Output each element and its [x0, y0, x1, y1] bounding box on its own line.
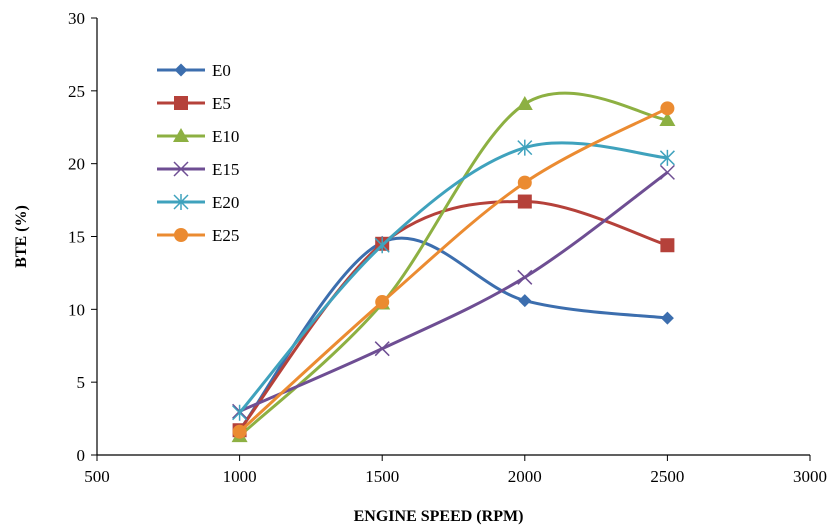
x-axis-title: ENGINE SPEED (RPM) — [354, 508, 524, 525]
data-point-e15 — [374, 341, 390, 357]
legend-item-e0: E0 — [157, 61, 231, 80]
x-tick-label: 1000 — [223, 467, 257, 486]
y-tick-label: 10 — [68, 300, 85, 319]
data-point-e25 — [375, 295, 390, 310]
y-tick-label: 5 — [77, 373, 86, 392]
series-line-e5 — [238, 200, 668, 432]
data-point-e0 — [518, 294, 532, 308]
legend-marker — [174, 96, 188, 110]
legend-marker — [173, 161, 189, 177]
data-point-e0 — [660, 311, 674, 325]
legend-label: E5 — [212, 94, 231, 113]
legend: E0 E5 E10 E15 E20 E25 — [157, 61, 239, 245]
marker-stroke — [173, 161, 189, 177]
legend-item-e5: E5 — [157, 94, 231, 113]
axes: 0 5 10 15 20 25 30 500 1000 1500 2000 2500 3000 — [68, 9, 827, 486]
y-tick-label: 25 — [68, 82, 85, 101]
marker-stroke — [374, 341, 390, 357]
data-point-e5 — [517, 194, 532, 209]
legend-item-e25: E25 — [157, 226, 239, 245]
data-point-e10 — [516, 95, 533, 110]
legend-label: E25 — [212, 226, 239, 245]
legend-label: E10 — [212, 127, 239, 146]
x-tick-label: 2500 — [650, 467, 684, 486]
data-point-e20 — [659, 149, 675, 166]
x-tick-label: 3000 — [793, 467, 827, 486]
legend-label: E20 — [212, 193, 239, 212]
legend-label: E15 — [212, 160, 239, 179]
y-tick-label: 30 — [68, 9, 85, 28]
series-line-e15 — [238, 171, 669, 413]
y-tick-label: 15 — [68, 228, 85, 247]
legend-marker — [174, 63, 188, 77]
legend-marker — [174, 228, 188, 242]
y-axis-title: BTE (%) — [13, 205, 30, 268]
data-point-e15 — [517, 269, 533, 285]
data-point-e25 — [232, 424, 247, 439]
data-point-e20 — [232, 404, 248, 421]
data-point-e15 — [659, 164, 675, 180]
marker-stroke — [659, 164, 675, 180]
y-tick-label: 0 — [77, 446, 86, 465]
series-line-e10 — [238, 91, 668, 438]
legend-label: E0 — [212, 61, 231, 80]
data-point-e5 — [660, 238, 675, 253]
series-line-e20 — [238, 141, 668, 414]
x-tick-label: 2000 — [508, 467, 542, 486]
data-point-e10 — [659, 111, 676, 126]
data-point-e20 — [517, 139, 533, 156]
legend-item-e10: E10 — [157, 127, 239, 146]
legend-marker — [173, 194, 189, 210]
plot-area — [231, 91, 676, 443]
x-tick-label: 1500 — [365, 467, 399, 486]
marker-stroke — [517, 269, 533, 285]
legend-marker — [173, 128, 189, 142]
x-tick-label: 500 — [84, 467, 110, 486]
data-point-e25 — [660, 101, 675, 116]
data-point-e25 — [517, 175, 532, 190]
legend-item-e20: E20 — [157, 193, 239, 212]
data-point-e20 — [374, 237, 390, 254]
series-line-e25 — [238, 106, 669, 433]
legend-item-e15: E15 — [157, 160, 239, 179]
y-tick-label: 20 — [68, 155, 85, 174]
